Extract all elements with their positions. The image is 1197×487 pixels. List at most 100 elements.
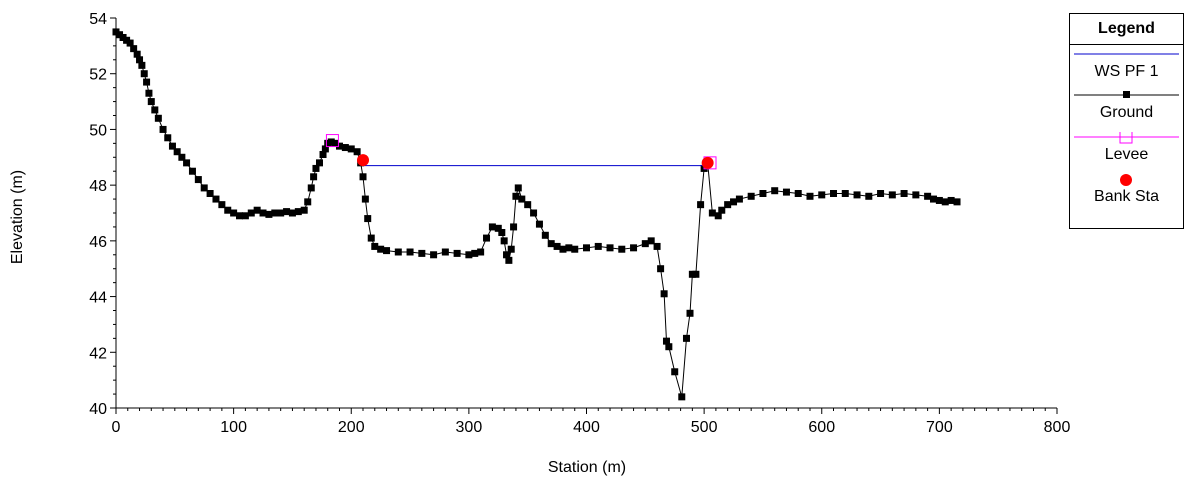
legend-label-bank: Bank Sta [1094,188,1159,205]
ground-point [547,240,555,248]
x-tick-label: 800 [1044,419,1071,436]
y-axis-label: Elevation (m) [9,170,26,264]
ground-point [941,198,949,206]
ground-point [662,337,670,345]
legend-entry-ws: WS PF 1 [1070,45,1183,90]
ground-point [535,220,543,228]
ground-point [288,209,296,217]
ground-point [324,139,332,147]
ground-point [359,173,367,181]
ground-point [188,167,196,175]
ground-point [771,187,779,195]
ground-point [253,206,261,214]
ground-point [735,195,743,203]
ground-point [503,251,511,259]
x-tick-label: 100 [220,419,247,436]
ground-point [483,234,491,242]
ground-point [912,191,920,199]
ground-point [794,190,802,197]
ground-point [200,184,208,192]
ground-point [477,248,485,256]
ground-point [178,153,186,161]
x-tick-label: 600 [808,419,835,436]
ground-point [759,190,767,197]
ground-point [212,195,220,203]
ground-point [657,265,665,273]
ground-point [718,206,726,214]
ground-point [133,50,141,58]
y-tick-label: 54 [89,11,107,28]
ground-point [618,245,626,253]
ground-point [271,209,279,217]
y-tick-label: 40 [89,401,107,418]
ground-point [367,234,375,242]
ground-point [307,184,315,192]
legend: Legend WS PF 1 Ground Levee Bank Sta [1069,13,1184,229]
ground-point [138,61,146,69]
ground-point [361,195,369,203]
ground-point [453,249,461,257]
ground-point [553,242,561,250]
ground-point [594,242,602,250]
ground-point [900,190,908,197]
ground-point [877,190,885,197]
ground-point [653,242,661,250]
ground-point [730,198,738,206]
legend-swatch-ground [1074,91,1179,98]
ground-point [678,393,686,401]
ground-point [143,78,151,86]
ground-point [116,31,124,39]
ground-point [697,201,705,209]
y-tick-label: 42 [89,345,107,362]
ground-point [888,191,896,199]
ground-point [530,209,538,217]
ground-point [512,192,520,200]
ground-point [147,98,155,106]
bank-sta-marker [357,154,370,167]
ground-point [935,196,943,204]
ground-point [259,209,267,217]
ground-point [283,208,291,216]
legend-entry-bank: Bank Sta [1070,174,1183,224]
ground-point [465,251,473,259]
bank-sta-marker [701,156,714,169]
y-tick-label: 50 [89,122,107,139]
ground-point [247,209,255,217]
ground-point [724,201,732,209]
ground-point [660,290,668,298]
ground-point [112,28,120,36]
y-tick-label: 48 [89,178,107,195]
ground-point [159,125,167,133]
ground-point [341,144,349,152]
ground-point [559,245,567,253]
ground-point [406,248,414,256]
ground-point [236,212,244,220]
ground-point [294,208,302,216]
legend-swatch-ws [1074,53,1179,55]
ground-point [505,256,513,264]
ground-point [488,223,496,231]
ground-point [524,201,532,209]
x-tick-label: 0 [112,419,121,436]
legend-label-levee: Levee [1104,146,1149,163]
y-tick-label: 44 [89,290,107,307]
legend-swatch-bank [1120,174,1132,186]
ground-point [312,164,320,172]
ground-point [377,245,385,253]
x-tick-label: 300 [456,419,483,436]
ground-point [304,198,312,206]
ground-point [714,212,722,220]
chart-axes: 0 100 200 300 400 500 600 700 800 40 42 44 46 48 50 52 5… [89,11,1070,436]
ground-point [319,151,327,158]
ground-point [364,215,372,223]
ground-point [865,192,873,200]
ground-point [230,209,238,217]
y-tick-label: 46 [89,234,107,251]
y-tick-label: 52 [89,67,107,84]
ground-point [353,148,361,156]
ground-point [119,34,127,41]
ground-point [315,159,323,167]
ground-point [183,159,191,167]
x-tick-label: 500 [691,419,718,436]
